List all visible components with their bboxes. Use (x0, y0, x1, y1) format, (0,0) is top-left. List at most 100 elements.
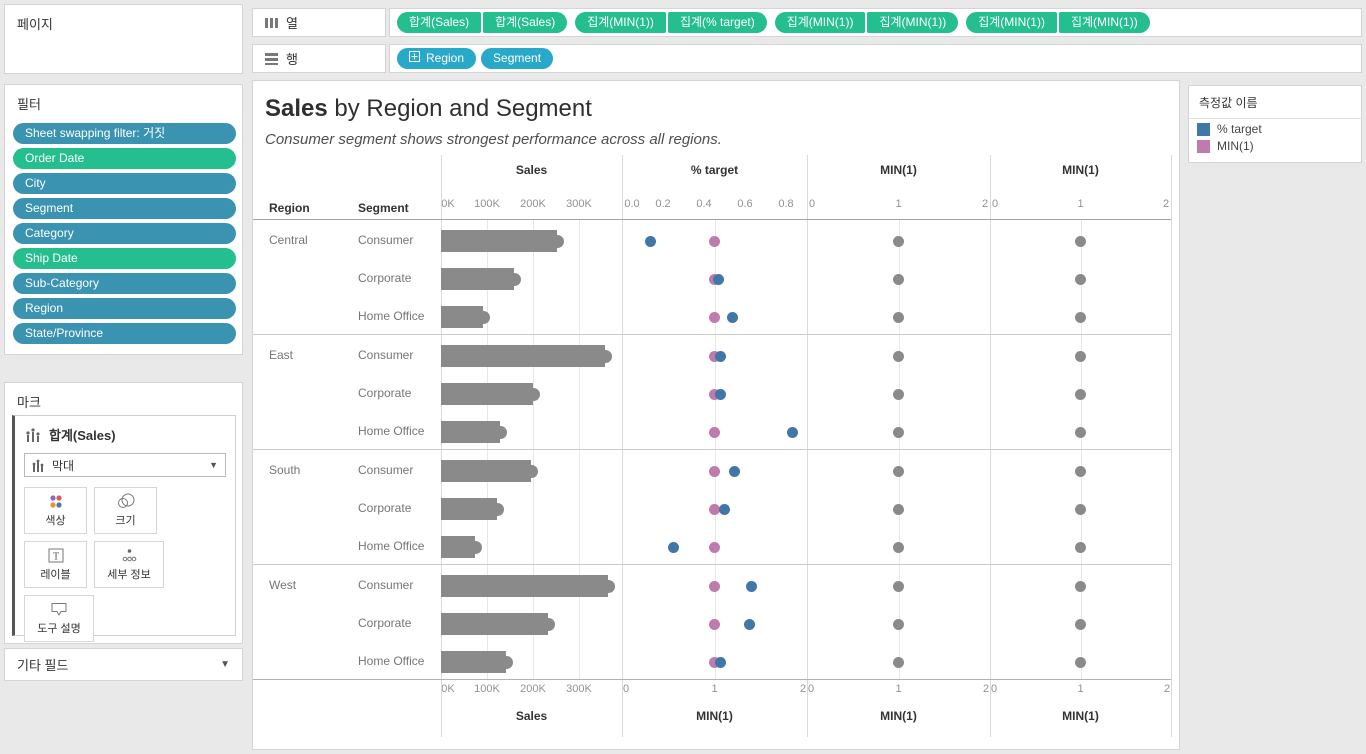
sales-bar[interactable] (441, 421, 500, 443)
gray-min1-dot[interactable] (893, 618, 904, 630)
segment-label[interactable]: Home Office (358, 539, 425, 553)
gray-min1-dot[interactable] (893, 273, 904, 285)
gray-min1-dot[interactable] (893, 426, 904, 438)
gray-min1-dot[interactable] (1075, 235, 1086, 247)
gray-min1-dot[interactable] (893, 580, 904, 592)
region-label[interactable]: Central (269, 233, 308, 247)
segment-label[interactable]: Consumer (358, 348, 414, 362)
gray-min1-dot[interactable] (893, 541, 904, 553)
sales-bar[interactable] (441, 460, 531, 482)
filter-pill[interactable]: Category (13, 223, 236, 244)
rows-shelf[interactable]: Region Segment (389, 44, 1362, 73)
segment-label[interactable]: Consumer (358, 578, 414, 592)
min1-dot[interactable] (709, 580, 720, 592)
columns-pill[interactable]: 합계(Sales) (397, 12, 482, 33)
expand-icon[interactable] (409, 48, 420, 69)
tooltip-button[interactable]: 도구 설명 (24, 595, 94, 642)
gray-min1-dot[interactable] (1075, 656, 1086, 668)
target-dot[interactable] (745, 580, 757, 592)
sales-bar-cap[interactable] (550, 234, 564, 248)
sales-bar[interactable] (441, 383, 533, 405)
target-dot[interactable] (714, 656, 726, 668)
gray-min1-dot[interactable] (1075, 580, 1086, 592)
filter-pill[interactable]: Sub-Category (13, 273, 236, 294)
gray-min1-dot[interactable] (1075, 426, 1086, 438)
filter-pill[interactable]: Region (13, 298, 236, 319)
other-fields-row[interactable]: 기타 필드 ▼ (4, 648, 243, 681)
region-label[interactable]: West (269, 578, 297, 592)
pages-shelf[interactable]: 페이지 (4, 4, 243, 74)
segment-label[interactable]: Home Office (358, 309, 425, 323)
rows-pill[interactable]: Segment (481, 48, 554, 69)
target-dot[interactable] (743, 618, 755, 630)
segment-label[interactable]: Corporate (358, 616, 412, 630)
sales-bar-cap[interactable] (476, 310, 490, 324)
gray-min1-dot[interactable] (1075, 618, 1086, 630)
segment-label[interactable]: Corporate (358, 271, 412, 285)
size-button[interactable]: 크기 (94, 487, 157, 534)
legend-item[interactable]: % target (1189, 119, 1361, 136)
min1-dot[interactable] (709, 388, 720, 400)
sales-bar-cap[interactable] (598, 349, 612, 363)
target-dot[interactable] (719, 503, 730, 515)
columns-pill[interactable]: 합계(Sales) (483, 12, 568, 33)
sales-bar-cap[interactable] (493, 425, 507, 439)
sales-bar[interactable] (441, 498, 497, 520)
columns-pill[interactable]: 집계(MIN(1)) (966, 12, 1057, 33)
gray-min1-dot[interactable] (893, 311, 904, 323)
detail-button[interactable]: 세부 정보 (94, 541, 164, 588)
sales-bar[interactable] (441, 651, 506, 673)
sales-bar[interactable] (441, 536, 475, 558)
chevron-down-icon[interactable]: ▼ (209, 460, 218, 470)
filter-pill[interactable]: Ship Date (13, 248, 236, 269)
legend-item[interactable]: MIN(1) (1189, 136, 1361, 153)
gray-min1-dot[interactable] (1075, 465, 1086, 477)
columns-pill[interactable]: 집계(MIN(1)) (1058, 12, 1150, 33)
gray-min1-dot[interactable] (1075, 503, 1086, 515)
sales-bar[interactable] (441, 230, 557, 252)
filter-pill[interactable]: State/Province (13, 323, 236, 344)
gray-min1-dot[interactable] (1075, 350, 1086, 362)
target-dot[interactable] (712, 273, 724, 285)
gray-min1-dot[interactable] (893, 465, 904, 477)
gray-min1-dot[interactable] (1075, 541, 1086, 553)
min1-dot[interactable] (709, 311, 720, 323)
mark-type-dropdown[interactable]: 막대 ▼ (24, 453, 226, 477)
gray-min1-dot[interactable] (1075, 311, 1086, 323)
region-label[interactable]: South (269, 463, 301, 477)
rows-pill[interactable]: Region (397, 48, 477, 69)
sales-bar[interactable] (441, 613, 548, 635)
gray-min1-dot[interactable] (1075, 388, 1086, 400)
min1-dot[interactable] (709, 350, 720, 362)
gray-min1-dot[interactable] (1075, 273, 1086, 285)
target-dot[interactable] (714, 388, 726, 400)
label-button[interactable]: T 레이블 (24, 541, 87, 588)
sales-bar-cap[interactable] (601, 579, 615, 593)
min1-dot[interactable] (709, 235, 720, 247)
gray-min1-dot[interactable] (893, 388, 904, 400)
segment-label[interactable]: Home Office (358, 424, 425, 438)
segment-label[interactable]: Home Office (358, 654, 425, 668)
target-dot[interactable] (729, 465, 741, 477)
columns-pill[interactable]: 집계(% target) (667, 12, 767, 33)
segment-label[interactable]: Corporate (358, 501, 412, 515)
filter-pill[interactable]: Sheet swapping filter: 거짓 (13, 123, 236, 144)
min1-dot[interactable] (709, 503, 720, 515)
region-label[interactable]: East (269, 348, 294, 362)
columns-pill[interactable]: 집계(MIN(1)) (575, 12, 666, 33)
min1-dot[interactable] (709, 465, 720, 477)
target-dot[interactable] (645, 235, 657, 247)
sales-bar-cap[interactable] (524, 464, 538, 478)
gray-min1-dot[interactable] (893, 235, 904, 247)
sales-bar-cap[interactable] (499, 655, 513, 669)
sales-bar[interactable] (441, 345, 605, 367)
target-dot[interactable] (727, 311, 739, 323)
min1-dot[interactable] (709, 618, 720, 630)
min1-dot[interactable] (709, 656, 720, 668)
color-button[interactable]: 색상 (24, 487, 87, 534)
sales-bar-cap[interactable] (526, 387, 540, 401)
gray-min1-dot[interactable] (893, 350, 904, 362)
sales-bar[interactable] (441, 268, 514, 290)
sales-bar[interactable] (441, 575, 608, 597)
target-dot[interactable] (667, 541, 679, 553)
